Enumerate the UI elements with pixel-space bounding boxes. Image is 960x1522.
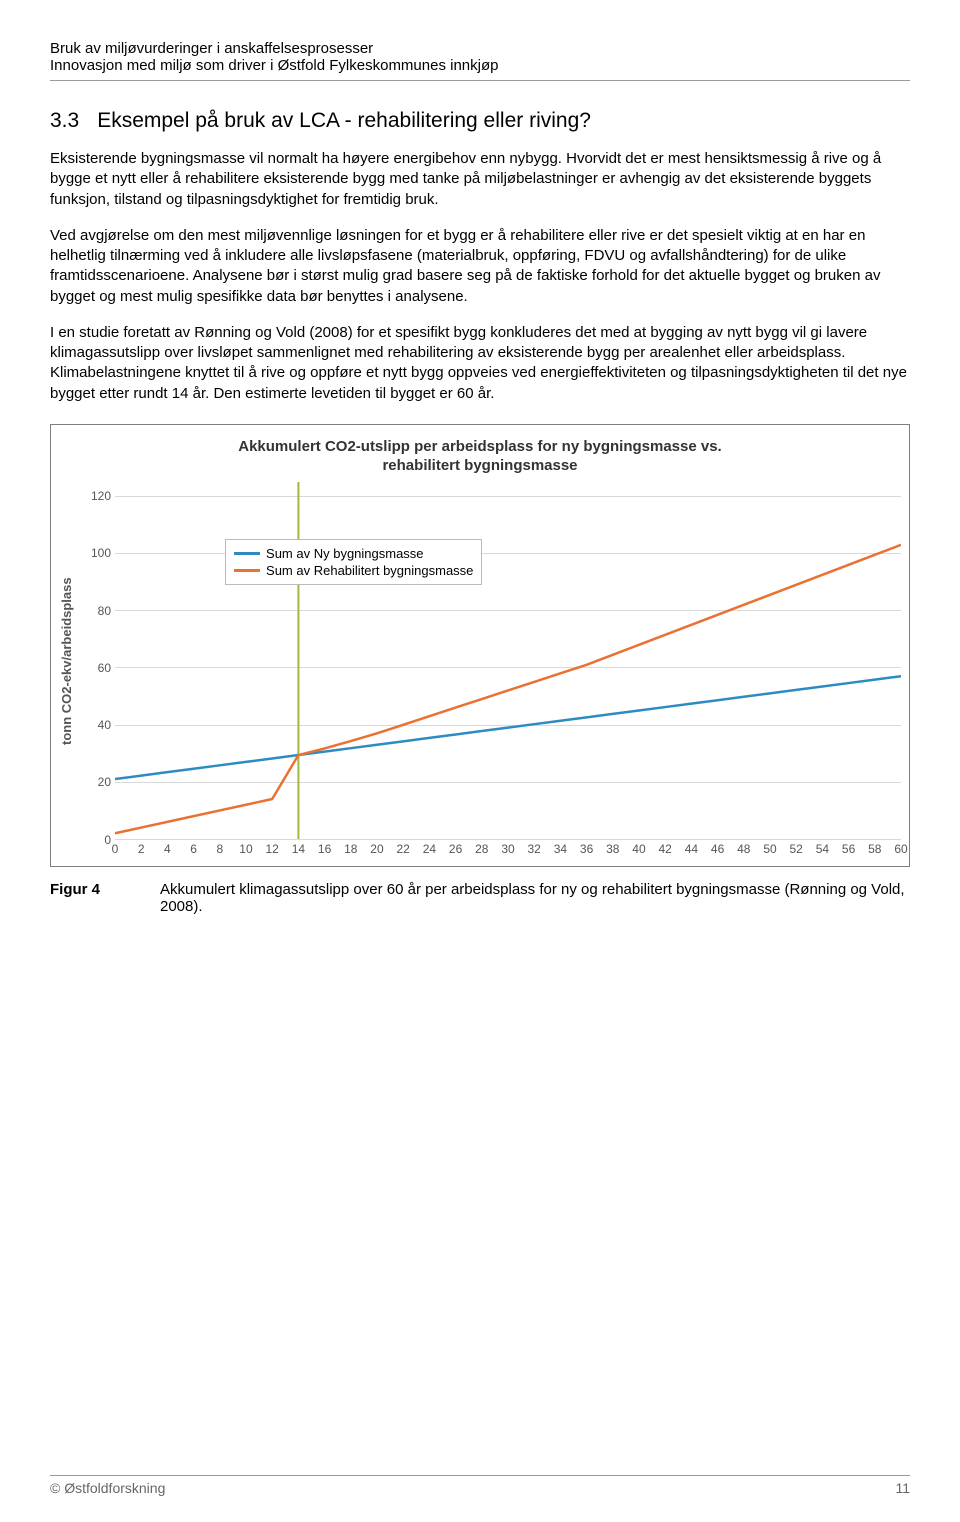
series-line-1 <box>115 545 901 833</box>
chart-container: Akkumulert CO2-utslipp per arbeidsplass … <box>50 424 910 867</box>
x-tick-label: 30 <box>501 842 514 856</box>
x-tick-label: 42 <box>659 842 672 856</box>
header-rule <box>50 80 910 81</box>
plot-grid: tonn CO2-ekv/arbeidsplass 02040608010012… <box>59 482 901 862</box>
x-tick-label: 58 <box>868 842 881 856</box>
y-tick-label: 100 <box>91 546 111 560</box>
legend-swatch <box>234 569 260 572</box>
x-tick-label: 48 <box>737 842 750 856</box>
x-tick-label: 0 <box>112 842 119 856</box>
section-number: 3.3 <box>50 109 79 133</box>
legend-item: Sum av Rehabilitert bygningsmasse <box>234 563 473 578</box>
chart-title: Akkumulert CO2-utslipp per arbeidsplass … <box>59 437 901 476</box>
paragraph-1: Eksisterende bygningsmasse vil normalt h… <box>50 149 910 210</box>
x-tick-label: 46 <box>711 842 724 856</box>
x-tick-label: 56 <box>842 842 855 856</box>
x-tick-label: 20 <box>370 842 383 856</box>
x-tick-label: 12 <box>266 842 279 856</box>
y-tick-label: 60 <box>98 661 111 675</box>
figure-caption: Akkumulert klimagassutslipp over 60 år p… <box>160 881 910 915</box>
x-tick-label: 22 <box>397 842 410 856</box>
footer-left: © Østfoldforskning <box>50 1480 165 1496</box>
x-tick-label: 2 <box>138 842 145 856</box>
x-tick-label: 4 <box>164 842 171 856</box>
chart-legend: Sum av Ny bygningsmasse Sum av Rehabilite… <box>225 539 482 585</box>
chart-svg <box>115 482 901 839</box>
running-header-line2: Innovasjon med miljø som driver i Østfol… <box>50 57 910 74</box>
x-tick-label: 32 <box>528 842 541 856</box>
footer-page-number: 11 <box>895 1480 910 1496</box>
figure-caption-row: Figur 4 Akkumulert klimagassutslipp over… <box>50 881 910 915</box>
chart-title-line2: rehabilitert bygningsmasse <box>382 457 577 474</box>
x-tick-label: 60 <box>894 842 907 856</box>
legend-item: Sum av Ny bygningsmasse <box>234 546 473 561</box>
x-tick-label: 6 <box>190 842 197 856</box>
x-tick-label: 16 <box>318 842 331 856</box>
x-tick-label: 24 <box>423 842 436 856</box>
y-tick-label: 20 <box>98 775 111 789</box>
x-tick-label: 28 <box>475 842 488 856</box>
x-tick-label: 50 <box>763 842 776 856</box>
section-heading: 3.3 Eksempel på bruk av LCA - rehabiliter… <box>50 109 910 133</box>
x-tick-label: 52 <box>790 842 803 856</box>
legend-label: Sum av Rehabilitert bygningsmasse <box>266 563 473 578</box>
figure-label: Figur 4 <box>50 881 160 915</box>
y-tick-label: 120 <box>91 489 111 503</box>
y-tick-label: 80 <box>98 604 111 618</box>
paragraph-3: I en studie foretatt av Rønning og Vold … <box>50 323 910 404</box>
x-tick-label: 54 <box>816 842 829 856</box>
x-tick-label: 8 <box>216 842 223 856</box>
x-tick-label: 40 <box>632 842 645 856</box>
running-header-line1: Bruk av miljøvurderinger i anskaffelsesp… <box>50 40 910 57</box>
legend-swatch <box>234 552 260 555</box>
x-ticks: 0246810121416182022242628303234363840424… <box>115 840 901 862</box>
section-title-text: Eksempel på bruk av LCA - rehabilitering… <box>97 109 591 132</box>
x-tick-label: 18 <box>344 842 357 856</box>
x-tick-label: 10 <box>239 842 252 856</box>
paragraph-2: Ved avgjørelse om den mest miljøvennlige… <box>50 226 910 307</box>
x-tick-label: 44 <box>685 842 698 856</box>
x-tick-label: 26 <box>449 842 462 856</box>
y-axis-title: tonn CO2-ekv/arbeidsplass <box>59 482 83 840</box>
y-tick-label: 40 <box>98 718 111 732</box>
x-tick-label: 38 <box>606 842 619 856</box>
page-footer: © Østfoldforskning 11 <box>50 1475 910 1496</box>
y-tick-label: 0 <box>104 833 111 847</box>
y-ticks: 020406080100120 <box>83 482 115 840</box>
plot-area: Sum av Ny bygningsmasse Sum av Rehabilite… <box>115 482 901 840</box>
x-tick-label: 14 <box>292 842 305 856</box>
legend-label: Sum av Ny bygningsmasse <box>266 546 424 561</box>
x-tick-label: 36 <box>580 842 593 856</box>
x-tick-label: 34 <box>554 842 567 856</box>
chart-title-line1: Akkumulert CO2-utslipp per arbeidsplass … <box>238 438 721 455</box>
